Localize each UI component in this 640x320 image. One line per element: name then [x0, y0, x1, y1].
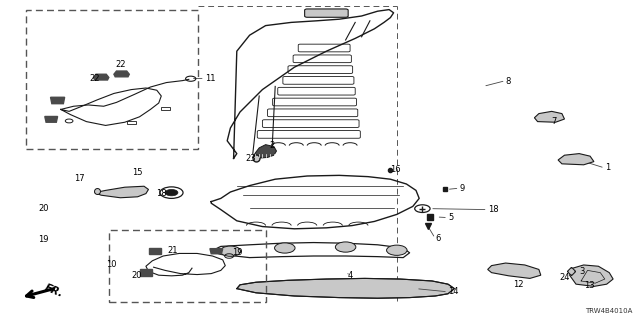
Text: 4: 4 — [348, 271, 353, 280]
Bar — [161, 107, 170, 110]
Text: 14: 14 — [448, 287, 458, 296]
Circle shape — [335, 242, 356, 252]
Polygon shape — [534, 111, 564, 122]
Text: 7: 7 — [552, 117, 557, 126]
Text: 21: 21 — [168, 246, 178, 255]
Text: 8: 8 — [506, 77, 511, 86]
Text: TRW4B4010A: TRW4B4010A — [585, 308, 632, 314]
Text: 22: 22 — [115, 60, 125, 69]
Polygon shape — [95, 186, 148, 198]
Text: 15: 15 — [132, 168, 143, 177]
Text: 20: 20 — [38, 204, 49, 213]
Text: FR.: FR. — [44, 282, 65, 299]
Text: 13: 13 — [584, 281, 595, 290]
Text: 19: 19 — [232, 248, 242, 257]
Text: 19: 19 — [38, 235, 49, 244]
Text: 3: 3 — [579, 268, 584, 276]
Polygon shape — [93, 74, 109, 80]
FancyBboxPatch shape — [305, 9, 348, 17]
Polygon shape — [253, 145, 276, 158]
Polygon shape — [140, 269, 152, 276]
Polygon shape — [237, 278, 454, 298]
Circle shape — [220, 246, 241, 256]
Bar — [26, 10, 198, 149]
Circle shape — [165, 189, 178, 196]
Text: 23: 23 — [246, 154, 256, 163]
Text: 6: 6 — [435, 234, 440, 243]
Text: 11: 11 — [205, 74, 215, 83]
Bar — [127, 121, 136, 124]
Polygon shape — [149, 248, 161, 254]
Text: 20: 20 — [132, 271, 142, 280]
Text: 9: 9 — [460, 184, 465, 193]
Text: 16: 16 — [390, 165, 401, 174]
Polygon shape — [488, 263, 541, 278]
Polygon shape — [45, 116, 58, 122]
Text: 5: 5 — [448, 213, 453, 222]
Text: 24: 24 — [559, 273, 570, 282]
Polygon shape — [210, 249, 223, 254]
Text: 22: 22 — [90, 74, 100, 83]
Polygon shape — [51, 97, 65, 104]
Bar — [109, 230, 266, 302]
Text: 18: 18 — [488, 205, 499, 214]
Text: 2: 2 — [269, 141, 275, 150]
Text: 18: 18 — [156, 189, 166, 198]
Polygon shape — [114, 71, 129, 77]
Polygon shape — [558, 154, 594, 165]
Text: 10: 10 — [106, 260, 116, 269]
Circle shape — [387, 245, 407, 255]
Polygon shape — [570, 265, 613, 286]
Text: 17: 17 — [74, 174, 84, 183]
Text: 1: 1 — [605, 164, 610, 172]
Circle shape — [275, 243, 295, 253]
Text: 12: 12 — [513, 280, 524, 289]
